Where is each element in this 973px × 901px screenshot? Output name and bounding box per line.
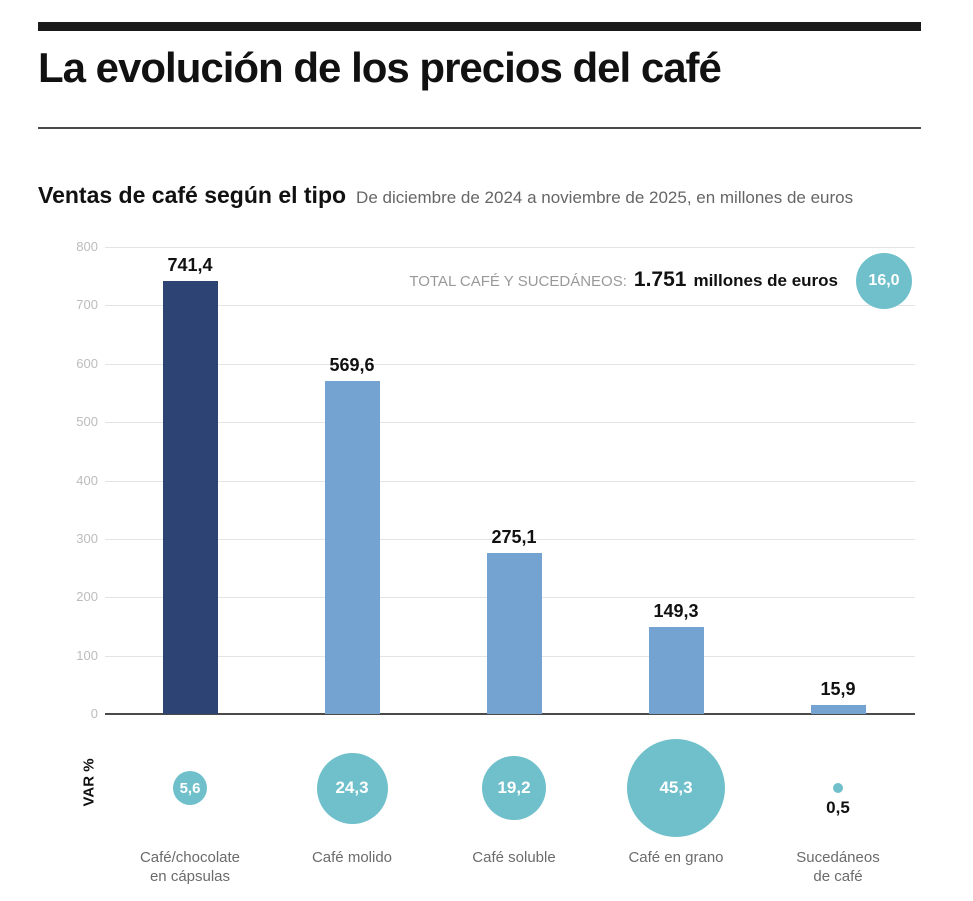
category-label-3: Café en grano [628, 849, 724, 866]
total-label: TOTAL CAFÉ Y SUCEDÁNEOS: [409, 273, 627, 290]
bar-value-label: 15,9 [820, 679, 856, 699]
y-tick-label: 400 [76, 472, 98, 488]
bar-value-label: 275,1 [491, 527, 537, 547]
top-rule [38, 22, 921, 31]
var-bubble-3: 45,3 [627, 739, 725, 837]
total-value: 1.751 [633, 268, 687, 291]
y-tick-label: 800 [76, 239, 98, 254]
total-var-bubble: 16,0 [856, 253, 912, 309]
bar-0 [162, 281, 218, 714]
var-bubble-1: 24,3 [316, 752, 388, 824]
y-tick-label: 500 [76, 414, 98, 430]
y-tick-label: 300 [76, 530, 98, 546]
total-annotation: TOTAL CAFÉ Y SUCEDÁNEOS: 1.751 millones … [409, 268, 838, 292]
y-tick-label: 600 [76, 355, 98, 371]
gridline-700 [105, 305, 915, 307]
var-axis-label: VAR % [80, 757, 98, 807]
y-tick-label: 200 [76, 589, 98, 605]
page-title: La evolución de los precios del café [38, 44, 722, 91]
gridline-600 [105, 363, 915, 365]
bar-3 [648, 627, 704, 714]
gridline-500 [105, 422, 915, 424]
category-label-1: Café molido [311, 849, 393, 866]
gridline-300 [105, 538, 915, 540]
var-bubble-4 [833, 783, 843, 793]
bar-value-label: 569,6 [329, 355, 375, 375]
category-label-0: Café/chocolate en cápsulas [139, 849, 241, 885]
total-unit: millones de euros [693, 271, 838, 290]
bar-value-label: 149,3 [653, 601, 699, 621]
y-tick-label: 100 [76, 647, 98, 663]
var-bubble-label-4: 0,5 [826, 798, 850, 817]
bar-2 [486, 553, 542, 714]
chart-subtitle: De diciembre de 2024 a noviembre de 2025… [356, 188, 854, 207]
bar-value-label: 741,4 [167, 255, 213, 275]
x-axis-line [105, 713, 915, 715]
y-tick-label: 700 [76, 297, 98, 313]
title-divider [38, 127, 921, 129]
y-tick-label: 0 [90, 706, 98, 721]
bar-1 [324, 381, 380, 714]
chart-header: Ventas de café según el tipo De diciembr… [38, 182, 938, 209]
var-bubble-2: 19,2 [482, 756, 546, 820]
chart-title: Ventas de café según el tipo [38, 182, 347, 208]
var-bubble-0: 5,6 [173, 771, 207, 805]
category-label-2: Café soluble [472, 849, 556, 866]
gridline-400 [105, 480, 915, 482]
category-label-4: Sucedáneos de café [796, 849, 880, 885]
bar-4 [810, 705, 866, 714]
gridline-800 [105, 247, 915, 248]
